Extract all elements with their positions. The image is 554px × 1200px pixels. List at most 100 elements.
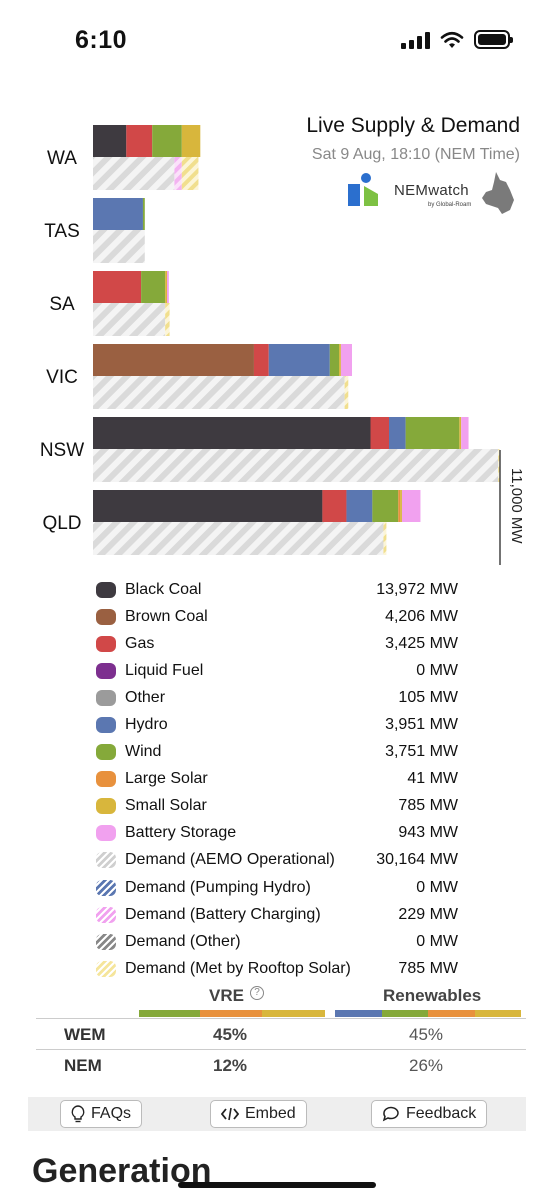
legend-label: Large Solar — [125, 770, 208, 788]
demand-demand-aemo-operational-wa — [93, 157, 175, 190]
embed-label: Embed — [245, 1105, 296, 1122]
demand-demand-met-by-rooftop-solar-nsw — [498, 449, 500, 482]
feedback-button[interactable]: Feedback — [371, 1100, 488, 1128]
bar-battery-storage-qld — [401, 490, 421, 522]
page-title: Live Supply & Demand — [306, 114, 520, 137]
renewables-value: 45% — [409, 1025, 444, 1044]
legend-value: 0 MW — [416, 878, 458, 896]
renewables-table: VRE? Renewables WEM 45% 45% NEM 12% 26% — [36, 980, 526, 1080]
legend-swatch — [96, 581, 116, 598]
legend-swatch — [96, 771, 116, 788]
bar-black-coal-nsw — [93, 417, 371, 449]
faqs-label: FAQs — [91, 1105, 132, 1122]
demand-demand-met-by-rooftop-solar-wa — [181, 157, 199, 190]
legend-item: Demand (Met by Rooftop Solar) 785 MW — [96, 955, 458, 982]
region-label-wa: WA — [47, 148, 77, 169]
chart-svg: WA TAS SA VIC NSW QLD 11,000 MW — [40, 125, 525, 565]
region-label-sa: SA — [49, 294, 75, 315]
legend-swatch — [96, 879, 116, 896]
logo-text: NEMwatch — [394, 182, 469, 199]
bar-small-solar-qld — [400, 490, 402, 522]
legend-item: Small Solar 785 MW — [96, 793, 458, 820]
legend-value: 30,164 MW — [376, 851, 458, 869]
renewables-color-strip — [335, 1010, 521, 1017]
timestamp-subtitle: Sat 9 Aug, 18:10 (NEM Time) — [311, 146, 520, 163]
legend-value: 785 MW — [398, 959, 458, 977]
bar-black-coal-qld — [93, 490, 323, 522]
legend-value: 4,206 MW — [385, 607, 458, 625]
vre-header: VRE? — [209, 986, 264, 1006]
status-time: 6:10 — [75, 26, 128, 54]
legend-item: Large Solar 41 MW — [96, 766, 458, 793]
legend-swatch — [96, 825, 116, 842]
legend-value: 943 MW — [398, 824, 458, 842]
legend-label: Wind — [125, 743, 162, 761]
legend-swatch — [96, 689, 116, 706]
legend-item: Demand (AEMO Operational) 30,164 MW — [96, 847, 458, 874]
bar-black-coal-wa — [93, 125, 127, 157]
bar-wind-qld — [372, 490, 399, 522]
legend-value: 3,951 MW — [385, 716, 458, 734]
battery-icon — [474, 30, 513, 49]
legend-item: Battery Storage 943 MW — [96, 820, 458, 847]
supply-demand-chart: WA TAS SA VIC NSW QLD 11,000 MW — [0, 100, 554, 580]
bar-small-solar-vic — [339, 344, 341, 376]
embed-button[interactable]: Embed — [210, 1100, 307, 1128]
demand-demand-aemo-operational-vic — [93, 376, 345, 409]
legend-value: 0 MW — [416, 661, 458, 679]
legend-swatch — [96, 933, 116, 950]
legend-value: 229 MW — [398, 905, 458, 923]
australia-map-icon — [482, 172, 514, 214]
legend-value: 13,972 MW — [376, 580, 458, 598]
legend-swatch — [96, 635, 116, 652]
legend-item: Liquid Fuel 0 MW — [96, 657, 458, 684]
feedback-label: Feedback — [406, 1105, 477, 1122]
legend-label: Other — [125, 688, 166, 706]
legend-swatch — [96, 608, 116, 625]
legend-label: Gas — [125, 634, 155, 652]
bar-gas-nsw — [370, 417, 389, 449]
demand-demand-met-by-rooftop-solar-vic — [344, 376, 349, 409]
legend-swatch — [96, 744, 116, 761]
demand-demand-aemo-operational-qld — [93, 522, 384, 555]
bar-wind-nsw — [405, 417, 460, 449]
demand-demand-met-by-rooftop-solar-sa — [165, 303, 170, 336]
bar-wind-tas — [142, 198, 145, 230]
nemwatch-logo-icon — [348, 173, 378, 206]
legend-item: Hydro 3,951 MW — [96, 711, 458, 738]
bar-small-solar-wa — [181, 125, 201, 157]
region-label: NEM — [64, 1056, 102, 1075]
cellular-signal-icon — [401, 31, 430, 49]
faqs-button[interactable]: FAQs — [60, 1100, 143, 1128]
bar-wind-sa — [141, 271, 166, 303]
region-label-tas: TAS — [44, 221, 80, 242]
legend-item: Demand (Other) 0 MW — [96, 928, 458, 955]
legend-label: Small Solar — [125, 797, 207, 815]
bar-hydro-vic — [268, 344, 330, 376]
bar-hydro-qld — [346, 490, 373, 522]
renewables-header-label: Renewables — [383, 986, 482, 1005]
bar-large-solar-qld — [398, 490, 401, 522]
demand-demand-aemo-operational-nsw — [93, 449, 499, 482]
legend-label: Demand (Other) — [125, 932, 241, 950]
legend-item: Wind 3,751 MW — [96, 739, 458, 766]
vre-color-strip — [139, 1010, 325, 1017]
bar-small-solar-nsw — [459, 417, 462, 449]
table-row: NEM 12% 26% — [36, 1049, 526, 1080]
vre-label: VRE — [209, 986, 244, 1005]
legend-item: Black Coal 13,972 MW — [96, 576, 458, 603]
region-label-qld: QLD — [42, 513, 81, 534]
home-indicator[interactable] — [178, 1182, 376, 1188]
legend-item: Brown Coal 4,206 MW — [96, 603, 458, 630]
legend-label: Battery Storage — [125, 824, 237, 842]
legend-label: Black Coal — [125, 580, 202, 598]
legend-swatch — [96, 662, 116, 679]
demand-demand-battery-charging-wa — [174, 157, 182, 190]
help-icon[interactable]: ? — [249, 986, 264, 1000]
nemwatch-logo[interactable]: NEMwatch by Global-Roam — [346, 170, 516, 218]
legend-value: 0 MW — [416, 932, 458, 950]
speech-bubble-icon — [382, 1106, 399, 1122]
region-label-vic: VIC — [46, 367, 78, 388]
legend-value: 3,425 MW — [385, 634, 458, 652]
bar-gas-vic — [253, 344, 269, 376]
